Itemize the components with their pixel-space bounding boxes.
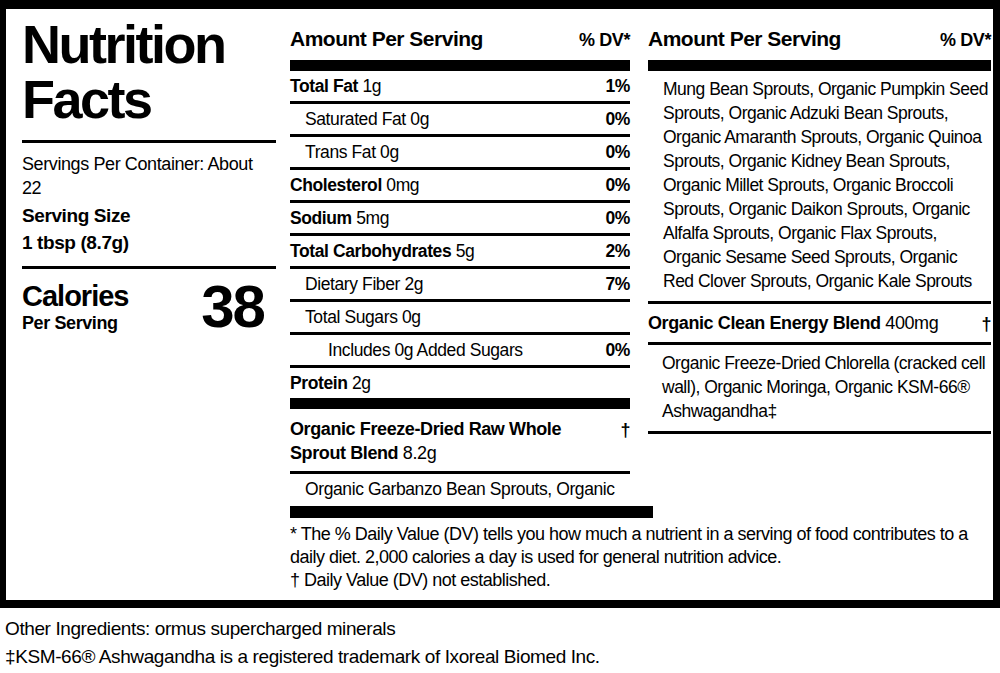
nutrient-dv: 0% [606, 340, 631, 360]
serving-size-value: 1 tbsp (8.7g) [22, 230, 276, 256]
calories-value: 38 [201, 281, 264, 333]
sprout-blend-amount: 8.2g [403, 443, 436, 463]
ingredients-column: Amount Per Serving % DV* Mung Bean Sprou… [648, 17, 991, 434]
sprout-ingredients-list: Mung Bean Sprouts, Organic Pumpkin Seed … [648, 71, 991, 304]
panel-title: Nutrition Facts [22, 17, 276, 127]
calories-label: Calories [22, 281, 128, 312]
nutrient-amount: 5mg [356, 208, 389, 228]
nutrient-row-cholesterol: Cholesterol 0mg 0% [290, 170, 630, 203]
dv-header: % DV* [579, 30, 630, 51]
nutrient-row-dietary-fiber: Dietary Fiber 2g 7% [290, 269, 630, 302]
nutrient-amount: 0g [380, 142, 399, 162]
nutrient-amount: 0g [402, 307, 421, 327]
nutrient-row-trans-fat: Trans Fat 0g 0% [290, 137, 630, 170]
nutrient-name: Total Fat [290, 76, 358, 96]
nutrient-name: Total Sugars [305, 307, 397, 327]
nutrient-label: Protein 2g [290, 373, 371, 393]
energy-blend-ingredients: Organic Freeze-Dried Chlorella (cracked … [648, 345, 991, 434]
nutrient-dv: 0% [606, 208, 631, 228]
sprout-blend-ingredients: Organic Garbanzo Bean Sprouts, Organic [290, 474, 630, 506]
nutrient-amount: 0mg [386, 175, 419, 195]
calories-section: Calories Per Serving 38 [22, 281, 276, 334]
nutrient-name: Trans Fat [305, 142, 376, 162]
bottom-notes: Other Ingredients: ormus supercharged mi… [5, 615, 995, 671]
footnotes: * The % Daily Value (DV) tells you how m… [290, 523, 984, 592]
dagger-footnote: † Daily Value (DV) not established. [290, 569, 984, 592]
energy-blend-name: Organic Clean Energy Blend [648, 313, 881, 333]
nutrient-amount: 5g [456, 241, 475, 261]
nutrient-label: Saturated Fat 0g [290, 109, 429, 129]
nutrient-amount: 2g [404, 274, 423, 294]
nutrient-name: Total Carbohydrates [290, 241, 451, 261]
nutrient-name: Dietary Fiber [305, 274, 400, 294]
nutrient-row-protein: Protein 2g [290, 368, 630, 398]
dagger-symbol: † [981, 311, 991, 336]
thick-bar [290, 398, 630, 409]
dv-footnote: * The % Daily Value (DV) tells you how m… [290, 523, 984, 569]
nutrients-column-header: Amount Per Serving % DV* [290, 17, 630, 53]
nutrient-amount: 1g [362, 76, 381, 96]
servings-per-container: Servings Per Container: About 22 [22, 152, 276, 200]
sprout-blend-row: Organic Freeze-Dried Raw Whole Sprout Bl… [290, 409, 630, 474]
nutrient-row-saturated-fat: Saturated Fat 0g 0% [290, 104, 630, 137]
nutrient-row-total-carbohydrates: Total Carbohydrates 5g 2% [290, 236, 630, 269]
nutrient-dv: 7% [606, 274, 631, 294]
panel-title-line1: Nutrition [22, 17, 276, 72]
nutrient-name: Sodium [290, 208, 352, 228]
nutrient-dv: 1% [606, 76, 631, 96]
nutrient-name: Saturated Fat [305, 109, 406, 129]
nutrient-row-added-sugars: Includes 0g Added Sugars 0% [290, 335, 630, 368]
trademark-note: ‡KSM-66® Ashwagandha is a registered tra… [5, 643, 995, 671]
nutrient-name: Cholesterol [290, 175, 382, 195]
nutrient-label: Includes 0g Added Sugars [290, 340, 523, 360]
calories-labels: Calories Per Serving [22, 281, 128, 334]
nutrient-dv: 2% [606, 241, 631, 261]
nutrient-dv: 0% [606, 175, 631, 195]
nutrient-label: Cholesterol 0mg [290, 175, 419, 195]
nutrient-label: Total Carbohydrates 5g [290, 241, 474, 261]
nutrient-amount: 2g [352, 373, 371, 393]
thick-bar [290, 506, 653, 518]
panel-title-line2: Facts [22, 72, 276, 127]
left-column: Nutrition Facts Servings Per Container: … [22, 17, 276, 334]
amount-per-serving-header: Amount Per Serving [290, 25, 483, 53]
other-ingredients-note: Other Ingredients: ormus supercharged mi… [5, 615, 995, 643]
sprout-blend-label: Organic Freeze-Dried Raw Whole Sprout Bl… [290, 417, 590, 465]
nutrient-row-total-sugars: Total Sugars 0g [290, 302, 630, 335]
energy-blend-row: Organic Clean Energy Blend 400mg † [648, 304, 991, 345]
nutrient-dv: 0% [606, 109, 631, 129]
thick-bar [290, 60, 630, 71]
calories-sublabel: Per Serving [22, 312, 128, 334]
divider [22, 266, 276, 269]
nutrient-name: Includes 0g Added Sugars [328, 340, 523, 360]
energy-blend-amount: 400mg [885, 313, 938, 333]
serving-size-label: Serving Size [22, 202, 276, 230]
nutrient-dv: 0% [606, 142, 631, 162]
energy-blend-label: Organic Clean Energy Blend 400mg [648, 311, 938, 335]
nutrition-facts-panel: Nutrition Facts Servings Per Container: … [0, 0, 1000, 608]
nutrient-row-sodium: Sodium 5mg 0% [290, 203, 630, 236]
nutrient-amount: 0g [410, 109, 429, 129]
nutrients-column: Amount Per Serving % DV* Total Fat 1g 1%… [290, 17, 630, 518]
nutrient-name: Protein [290, 373, 348, 393]
nutrient-label: Dietary Fiber 2g [290, 274, 423, 294]
nutrient-label: Total Fat 1g [290, 76, 381, 96]
nutrient-row-total-fat: Total Fat 1g 1% [290, 71, 630, 104]
thick-bar [648, 60, 991, 71]
divider [22, 140, 276, 143]
nutrient-label: Total Sugars 0g [290, 307, 421, 327]
nutrient-label: Trans Fat 0g [290, 142, 399, 162]
dv-header: % DV* [940, 30, 991, 51]
nutrient-label: Sodium 5mg [290, 208, 389, 228]
amount-per-serving-header: Amount Per Serving [648, 25, 841, 53]
dagger-symbol: † [620, 417, 630, 442]
ingredients-column-header: Amount Per Serving % DV* [648, 17, 991, 53]
